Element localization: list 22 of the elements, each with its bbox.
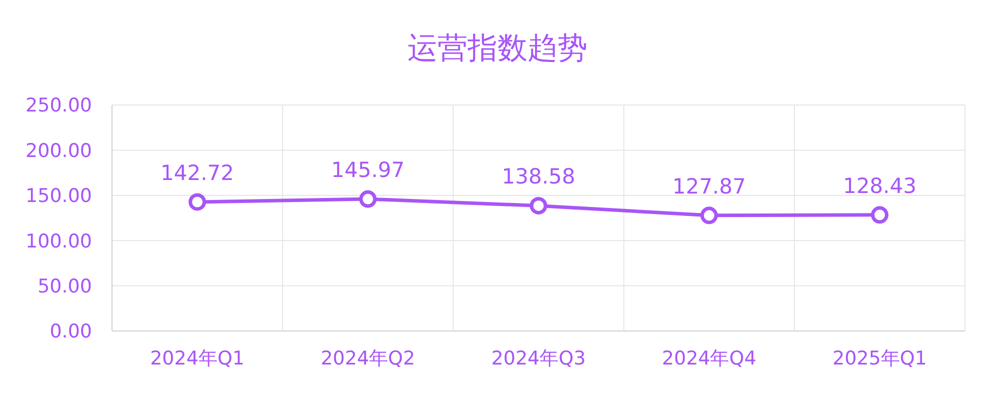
data-label: 142.72	[160, 160, 234, 185]
y-tick-label: 50.00	[38, 276, 92, 298]
point	[870, 206, 888, 224]
x-tick-label: 2024年Q3	[491, 347, 586, 370]
point	[700, 206, 718, 224]
x-tick-label: 2024年Q1	[150, 347, 245, 370]
y-tick-label: 150.00	[26, 185, 92, 208]
y-tick-label: 100.00	[26, 230, 92, 252]
y-tick-label: 200.00	[26, 140, 92, 162]
x-tick-label: 2024年Q2	[320, 347, 416, 370]
y-tick-label: 0.00	[50, 320, 92, 343]
x-tick-label: 2024年Q4	[662, 347, 756, 370]
data-label: 145.97	[331, 158, 405, 182]
point	[188, 193, 206, 211]
data-label: 128.43	[842, 174, 916, 198]
x-tick-label: 2025年Q1	[832, 347, 927, 370]
data-label: 127.87	[672, 174, 746, 198]
y-tick-label: 250.00	[26, 94, 92, 117]
point	[530, 196, 548, 214]
chart-title: 运营指数趋势	[406, 30, 588, 68]
data-label: 138.58	[502, 164, 576, 189]
point	[359, 190, 377, 208]
